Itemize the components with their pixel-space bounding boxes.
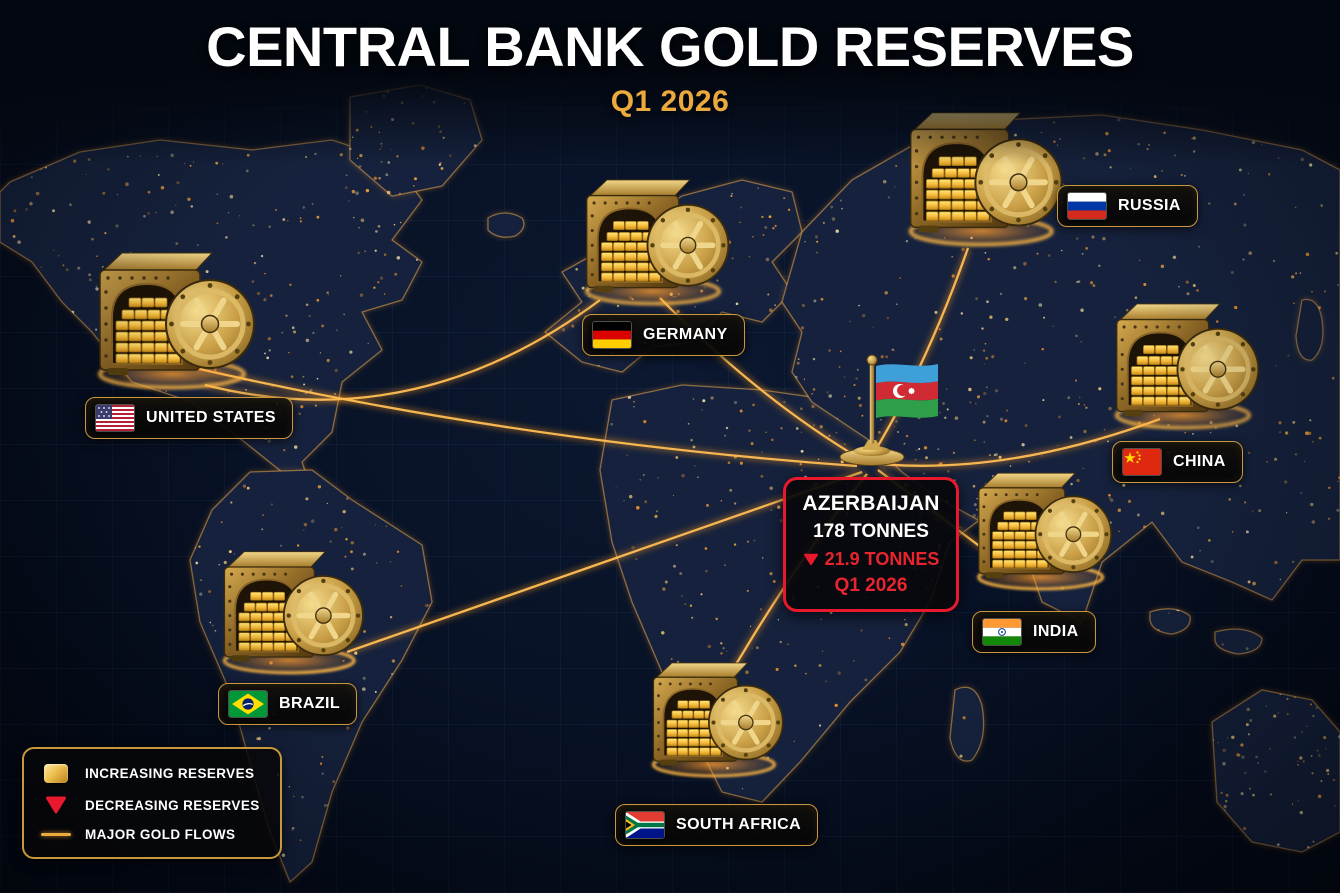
country-label-india: INDIA <box>972 611 1096 653</box>
country-label-text: CHINA <box>1173 453 1226 470</box>
south-africa-flag-icon <box>625 811 665 839</box>
country-label-text: UNITED STATES <box>146 409 276 426</box>
legend: INCREASING RESERVES DECREASING RESERVES … <box>22 747 282 859</box>
focus-period: Q1 2026 <box>834 575 908 596</box>
india-flag-icon <box>982 618 1022 646</box>
country-label-brazil: BRAZIL <box>218 683 358 725</box>
gold-line-icon <box>41 832 71 837</box>
azerbaijan-callout: AZERBAIJAN 178 TONNES 21.9 TONNES Q1 202… <box>783 477 959 612</box>
red-triangle-icon <box>46 796 66 814</box>
country-label-text: INDIA <box>1033 623 1079 640</box>
us-flag-icon <box>95 404 135 432</box>
focus-change-text: 21.9 TONNES <box>824 549 940 569</box>
country-label-united-states: UNITED STATES <box>85 397 293 439</box>
legend-item-flows: MAJOR GOLD FLOWS <box>40 827 260 842</box>
legend-label: INCREASING RESERVES <box>85 766 255 781</box>
country-label-russia: RUSSIA <box>1057 185 1198 227</box>
legend-label: DECREASING RESERVES <box>85 797 260 813</box>
brazil-flag-icon <box>228 690 268 718</box>
country-label-text: RUSSIA <box>1118 197 1181 214</box>
legend-label: MAJOR GOLD FLOWS <box>85 827 236 842</box>
focus-change: 21.9 TONNES <box>792 549 950 570</box>
legend-item-increasing: INCREASING RESERVES <box>40 764 260 783</box>
header: CENTRAL BANK GOLD RESERVES Q1 2026 <box>0 14 1340 119</box>
gold-bar-icon <box>44 764 68 783</box>
focus-reserves: 178 TONNES <box>813 521 929 542</box>
country-label-south-africa: SOUTH AFRICA <box>615 804 819 846</box>
country-label-china: CHINA <box>1112 441 1243 483</box>
decrease-triangle-icon <box>803 553 818 566</box>
page-subtitle: Q1 2026 <box>610 85 730 118</box>
country-label-text: SOUTH AFRICA <box>676 816 802 833</box>
china-flag-icon <box>1122 448 1162 476</box>
country-label-germany: GERMANY <box>582 314 745 356</box>
russia-flag-icon <box>1067 192 1107 220</box>
page-title: CENTRAL BANK GOLD RESERVES <box>206 15 1134 78</box>
country-label-text: GERMANY <box>643 326 728 343</box>
focus-country: AZERBAIJAN <box>802 492 940 515</box>
country-label-text: BRAZIL <box>279 695 341 712</box>
legend-item-decreasing: DECREASING RESERVES <box>40 796 260 814</box>
germany-flag-icon <box>592 321 632 349</box>
